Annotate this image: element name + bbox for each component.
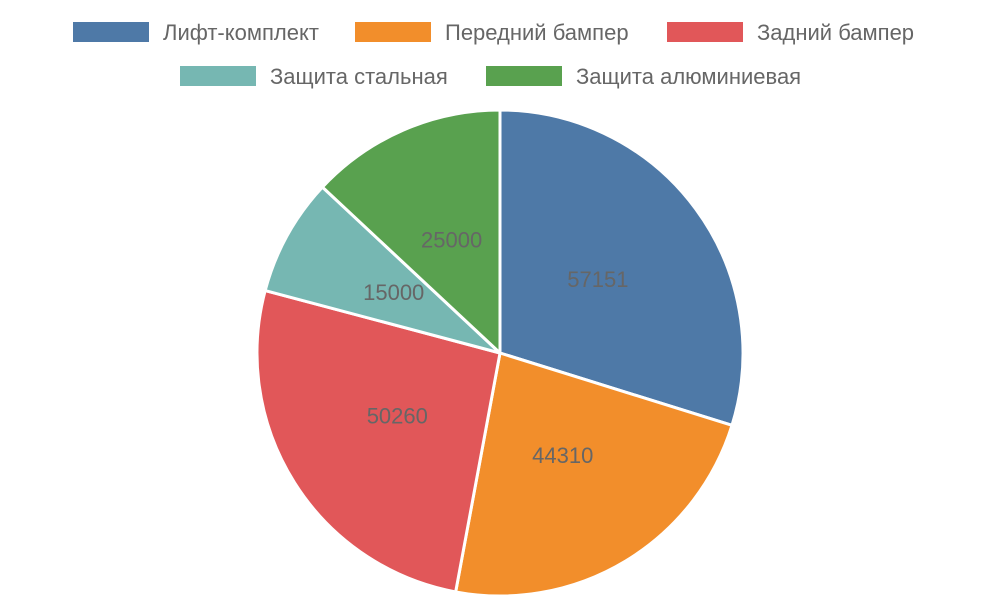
legend-label[interactable]: Защита стальная (270, 64, 448, 89)
legend-swatch[interactable] (355, 22, 431, 42)
legend-swatch[interactable] (73, 22, 149, 42)
pie-slice[interactable] (320, 108, 502, 355)
legend: Лифт-комплект Передний бампер Задний бампе… (73, 20, 914, 89)
pie-slice[interactable] (263, 185, 502, 355)
pie-slices (255, 108, 745, 598)
slice-value-label: 50260 (367, 404, 428, 429)
legend-label[interactable]: Лифт-комплект (163, 20, 319, 45)
slice-value-label: 25000 (421, 227, 482, 252)
pie-slice[interactable] (498, 108, 745, 427)
pie-slice[interactable] (454, 351, 734, 598)
legend-label[interactable]: Задний бампер (757, 20, 914, 45)
slice-labels: 57151 44310 50260 15000 25000 (363, 227, 628, 467)
slice-value-label: 15000 (363, 280, 424, 305)
legend-swatch[interactable] (180, 66, 256, 86)
legend-swatch[interactable] (667, 22, 743, 42)
slice-value-label: 57151 (567, 267, 628, 292)
pie-slice[interactable] (255, 289, 502, 594)
slice-value-label: 44310 (532, 443, 593, 468)
legend-label[interactable]: Защита алюминиевая (576, 64, 801, 89)
legend-swatch[interactable] (486, 66, 562, 86)
legend-label[interactable]: Передний бампер (445, 20, 629, 45)
